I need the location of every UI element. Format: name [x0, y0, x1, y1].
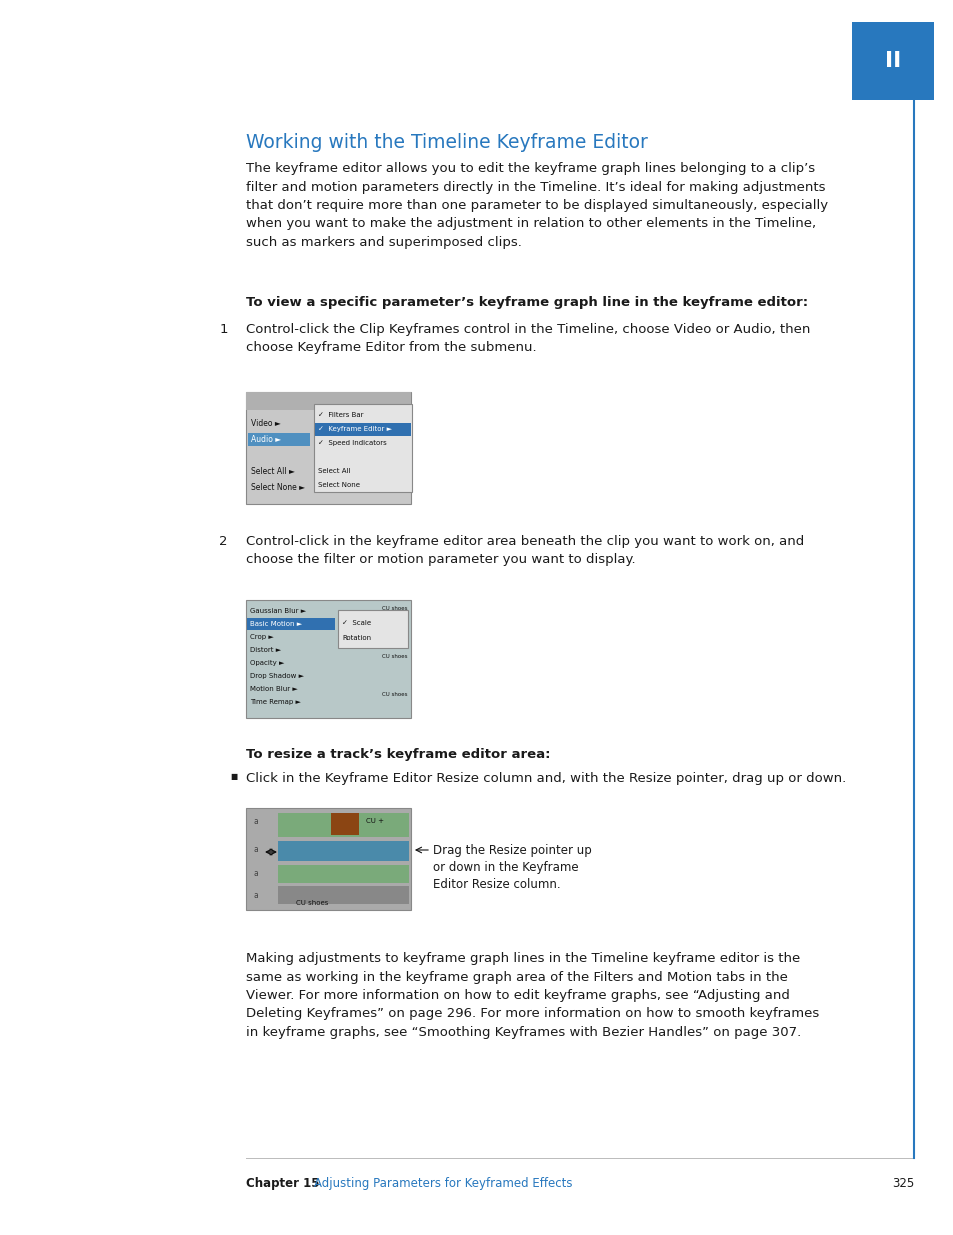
FancyBboxPatch shape [247, 618, 335, 630]
Text: a: a [253, 890, 258, 899]
FancyBboxPatch shape [337, 610, 408, 648]
Text: Chapter 15: Chapter 15 [246, 1177, 319, 1191]
Text: ✓  Filters Bar: ✓ Filters Bar [317, 412, 363, 417]
FancyBboxPatch shape [246, 391, 411, 504]
Text: 1: 1 [219, 324, 228, 336]
Text: The keyframe editor allows you to edit the keyframe graph lines belonging to a c: The keyframe editor allows you to edit t… [246, 162, 827, 249]
Text: Gaussian Blur ►: Gaussian Blur ► [250, 608, 306, 614]
Text: Distort ►: Distort ► [250, 647, 281, 653]
Text: a: a [253, 818, 258, 826]
FancyBboxPatch shape [248, 433, 310, 446]
FancyBboxPatch shape [277, 813, 409, 837]
Text: CU shoes: CU shoes [295, 900, 328, 906]
Text: ✓  Speed Indicators: ✓ Speed Indicators [317, 440, 386, 446]
FancyBboxPatch shape [314, 404, 412, 492]
Text: Select All ►: Select All ► [251, 467, 294, 475]
Text: ■: ■ [230, 772, 237, 781]
Text: Drop Shadow ►: Drop Shadow ► [250, 673, 304, 679]
Text: Select None ►: Select None ► [251, 483, 305, 492]
Text: Select All: Select All [317, 468, 350, 474]
FancyBboxPatch shape [277, 841, 409, 861]
FancyBboxPatch shape [277, 885, 409, 904]
Text: a: a [253, 846, 258, 855]
Text: Time Remap ►: Time Remap ► [250, 699, 300, 705]
FancyBboxPatch shape [277, 864, 409, 883]
FancyBboxPatch shape [246, 808, 411, 910]
Text: Making adjustments to keyframe graph lines in the Timeline keyframe editor is th: Making adjustments to keyframe graph lin… [246, 952, 819, 1039]
Text: CU shoes: CU shoes [382, 692, 408, 697]
FancyBboxPatch shape [246, 600, 411, 718]
FancyBboxPatch shape [851, 22, 933, 100]
Text: To view a specific parameter’s keyframe graph line in the keyframe editor:: To view a specific parameter’s keyframe … [246, 296, 807, 309]
Text: Basic Motion ►: Basic Motion ► [250, 621, 302, 627]
Text: a: a [253, 868, 258, 878]
Text: Rotation: Rotation [341, 635, 371, 641]
Text: CU shoes: CU shoes [382, 655, 408, 659]
Text: Click in the Keyframe Editor Resize column and, with the Resize pointer, drag up: Click in the Keyframe Editor Resize colu… [246, 772, 845, 785]
Text: Adjusting Parameters for Keyframed Effects: Adjusting Parameters for Keyframed Effec… [314, 1177, 572, 1191]
Text: To resize a track’s keyframe editor area:: To resize a track’s keyframe editor area… [246, 748, 550, 761]
Text: CU +: CU + [366, 818, 384, 824]
Text: Control-click the Clip Keyframes control in the Timeline, choose Video or Audio,: Control-click the Clip Keyframes control… [246, 324, 809, 354]
Text: 2: 2 [219, 535, 228, 548]
Text: Crop ►: Crop ► [250, 634, 274, 640]
Text: Select None: Select None [317, 482, 359, 488]
Text: Audio ►: Audio ► [251, 435, 281, 443]
Text: ✓  Keyframe Editor ►: ✓ Keyframe Editor ► [317, 426, 392, 432]
Text: Working with the Timeline Keyframe Editor: Working with the Timeline Keyframe Edito… [246, 133, 647, 152]
Text: Video ►: Video ► [251, 419, 280, 427]
Text: Opacity ►: Opacity ► [250, 659, 284, 666]
Text: CU shoes: CU shoes [382, 606, 408, 611]
Text: Control-click in the keyframe editor area beneath the clip you want to work on, : Control-click in the keyframe editor are… [246, 535, 803, 567]
Text: II: II [884, 51, 901, 70]
FancyBboxPatch shape [331, 813, 358, 835]
FancyBboxPatch shape [246, 391, 411, 410]
Text: Drag the Resize pointer up
or down in the Keyframe
Editor Resize column.: Drag the Resize pointer up or down in th… [433, 844, 591, 890]
FancyBboxPatch shape [314, 424, 411, 436]
Text: Motion Blur ►: Motion Blur ► [250, 685, 297, 692]
Text: ✓  Scale: ✓ Scale [341, 620, 371, 626]
Text: 325: 325 [891, 1177, 913, 1191]
